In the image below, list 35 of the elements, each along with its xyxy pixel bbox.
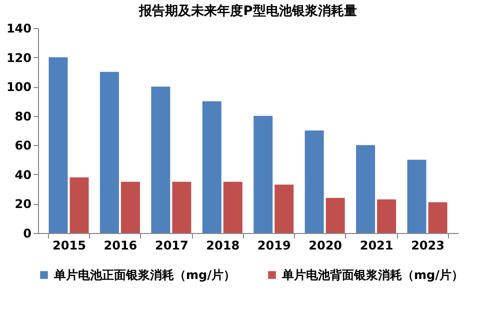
y-tick-label: 80 bbox=[14, 109, 32, 124]
x-tick-label: 2020 bbox=[308, 238, 342, 252]
bar bbox=[407, 160, 426, 233]
y-tick-label: 120 bbox=[6, 50, 32, 65]
y-tick-label: 140 bbox=[6, 22, 32, 36]
bar bbox=[304, 130, 324, 233]
x-tick-label: 2016 bbox=[104, 238, 138, 252]
chart-title: 报告期及未来年度P型电池银浆消耗量 bbox=[138, 3, 357, 19]
bar bbox=[70, 177, 89, 233]
bar bbox=[172, 182, 192, 233]
y-tick-label: 60 bbox=[14, 138, 32, 153]
legend-label: 单片电池正面银浆消耗（mg/片） bbox=[53, 268, 236, 282]
bar bbox=[100, 72, 119, 233]
bar bbox=[274, 184, 294, 233]
bar bbox=[254, 116, 273, 233]
bar bbox=[326, 198, 345, 233]
bar bbox=[428, 202, 448, 233]
bar bbox=[223, 182, 242, 233]
x-tick-label: 2017 bbox=[154, 238, 188, 252]
x-tick-label: 2015 bbox=[52, 238, 86, 252]
y-tick-label: 40 bbox=[14, 168, 32, 182]
y-tick-label: 20 bbox=[14, 197, 32, 212]
y-tick-label: 100 bbox=[6, 80, 32, 94]
bar bbox=[377, 199, 396, 233]
y-tick-label: 0 bbox=[23, 226, 32, 240]
bar bbox=[202, 101, 222, 233]
legend-label: 单片电池背面银浆消耗（mg/片） bbox=[281, 268, 464, 282]
bar bbox=[151, 86, 170, 233]
x-tick-label: 2018 bbox=[206, 238, 240, 252]
bar bbox=[120, 182, 140, 233]
bar bbox=[48, 57, 68, 233]
bar bbox=[356, 145, 376, 233]
x-tick-label: 2019 bbox=[257, 238, 291, 252]
x-tick-label: 2021 bbox=[360, 238, 394, 252]
x-tick-label: 2023 bbox=[411, 238, 444, 252]
